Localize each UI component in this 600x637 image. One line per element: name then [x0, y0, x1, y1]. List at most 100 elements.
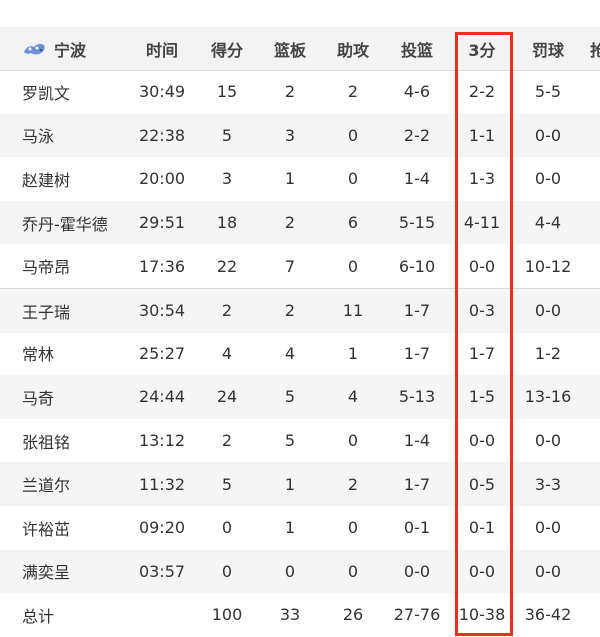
- stat-cell: 0: [221, 518, 233, 538]
- stat-cell: 1-3: [468, 169, 496, 189]
- stat-cell: 26: [342, 605, 364, 625]
- stat-cell: 2: [347, 474, 359, 494]
- column-header[interactable]: 时间: [145, 40, 178, 60]
- stat-cell: 1-7: [403, 474, 431, 494]
- stat-cell: 13-16: [524, 387, 572, 407]
- stat-cell: 1-7: [403, 301, 431, 321]
- stat-cell: 18: [216, 213, 238, 233]
- stat-cell: 1-4: [403, 431, 431, 451]
- stat-cell: 2-2: [403, 125, 431, 145]
- stat-cell: 22: [216, 256, 238, 276]
- table-row: 满奕呈 03:57 0 0 0 0-0 0-0 0-0: [0, 549, 600, 594]
- stat-cell: 33: [279, 605, 301, 625]
- stat-cell: 11:32: [138, 474, 186, 494]
- player-name[interactable]: 满奕呈: [22, 563, 71, 583]
- header-row: 宁波 时间 得分 篮板 助攻 投篮 3分 罚球 抢: [0, 27, 600, 71]
- stat-cell: 13:12: [138, 431, 186, 451]
- stat-cell: 1: [347, 343, 359, 363]
- stat-cell: 20:00: [138, 169, 186, 189]
- stat-cell: 24:44: [138, 387, 186, 407]
- stat-cell: 2: [221, 301, 233, 321]
- stat-cell: 0-0: [403, 561, 431, 581]
- player-name[interactable]: 王子瑞: [22, 302, 71, 322]
- table-row: 马帝昂 17:36 22 7 0 6-10 0-0 10-12: [0, 244, 600, 288]
- player-name[interactable]: 马泳: [22, 127, 55, 147]
- stat-cell: 0-0: [534, 301, 562, 321]
- table-row: 赵建树 20:00 3 1 0 1-4 1-3 0-0: [0, 157, 600, 201]
- column-header[interactable]: 篮板: [273, 40, 306, 60]
- stat-cell: 3: [284, 125, 296, 145]
- stat-cell: 0: [347, 169, 359, 189]
- stat-cell: 22:38: [138, 125, 186, 145]
- stat-cell: 4-6: [403, 82, 431, 102]
- stat-cell: 11: [342, 301, 364, 321]
- stat-cell: 2-2: [468, 82, 496, 102]
- stat-cell: 0: [284, 561, 296, 581]
- stat-cell: 0-0: [534, 561, 562, 581]
- stat-cell: 1-1: [468, 125, 496, 145]
- stat-cell: 7: [284, 256, 296, 276]
- stat-cell: 4: [284, 343, 296, 363]
- column-header[interactable]: 罚球: [531, 40, 564, 60]
- player-name[interactable]: 赵建树: [22, 170, 71, 190]
- stat-cell: 15: [216, 82, 238, 102]
- table-row: 马泳 22:38 5 3 0 2-2 1-1 0-0: [0, 113, 600, 158]
- stat-cell: 4-11: [463, 213, 501, 233]
- table-row: 乔丹-霍华德 29:51 18 2 6 5-15 4-11 4-4: [0, 200, 600, 245]
- stat-cell: 5: [221, 474, 233, 494]
- stat-cell: 10-12: [524, 256, 572, 276]
- column-header[interactable]: 得分: [210, 40, 243, 60]
- stat-cell: 2: [221, 431, 233, 451]
- stat-cell: 0-0: [534, 169, 562, 189]
- stat-cell: 36-42: [524, 605, 572, 625]
- table-row: 罗凯文 30:49 15 2 2 4-6 2-2 5-5: [0, 70, 600, 114]
- player-name[interactable]: 罗凯文: [22, 83, 71, 103]
- stat-cell: 09:20: [138, 518, 186, 538]
- stat-cell: 25:27: [138, 343, 186, 363]
- stat-cell: 2: [284, 301, 296, 321]
- stat-cell: 3-3: [534, 474, 562, 494]
- table-row: 许裕茁 09:20 0 1 0 0-1 0-1 0-0: [0, 506, 600, 550]
- stat-cell: 03:57: [138, 561, 186, 581]
- table-row: 马奇 24:44 24 5 4 5-13 1-5 13-16: [0, 375, 600, 419]
- table-row: 兰道尔 11:32 5 1 2 1-7 0-5 3-3: [0, 462, 600, 506]
- player-name[interactable]: 常林: [22, 345, 55, 365]
- stat-cell: 4: [221, 343, 233, 363]
- stat-cell: 0: [347, 518, 359, 538]
- stat-cell: 27-76: [393, 605, 441, 625]
- stat-cell: 0-5: [468, 474, 496, 494]
- ningbo-team-logo-icon: [24, 43, 45, 54]
- player-name[interactable]: 许裕茁: [22, 519, 71, 539]
- stat-cell: 29:51: [138, 213, 186, 233]
- stat-cell: 2: [284, 213, 296, 233]
- column-header[interactable]: 投篮: [400, 40, 433, 60]
- column-header[interactable]: 3分: [468, 40, 496, 60]
- stat-cell: 0-0: [534, 125, 562, 145]
- stat-cell: 0-0: [468, 561, 496, 581]
- stat-cell: 1: [284, 169, 296, 189]
- stat-cell: 0: [347, 125, 359, 145]
- stat-cell: 10-38: [458, 605, 506, 625]
- column-header[interactable]: 助攻: [336, 40, 369, 60]
- column-header[interactable]: 抢: [589, 40, 600, 60]
- stat-cell: 6-10: [398, 256, 436, 276]
- stat-cell: 2: [347, 82, 359, 102]
- player-name[interactable]: 马帝昂: [22, 258, 71, 278]
- player-name[interactable]: 马奇: [22, 388, 55, 408]
- stat-cell: 0: [221, 561, 233, 581]
- stat-cell: 17:36: [138, 256, 186, 276]
- player-name[interactable]: 兰道尔: [22, 476, 71, 496]
- stat-cell: 1: [284, 518, 296, 538]
- stat-cell: 2: [284, 82, 296, 102]
- stat-cell: 5-15: [398, 213, 436, 233]
- player-name[interactable]: 张祖铭: [22, 432, 71, 452]
- stat-cell: 0-0: [534, 431, 562, 451]
- stat-cell: 30:49: [138, 82, 186, 102]
- stat-cell: 1: [284, 474, 296, 494]
- stat-cell: 0-1: [403, 518, 431, 538]
- table-row: 张祖铭 13:12 2 5 0 1-4 0-0 0-0: [0, 419, 600, 463]
- stat-cell: 0: [347, 561, 359, 581]
- stat-cell: 1-7: [403, 343, 431, 363]
- player-name[interactable]: 乔丹-霍华德: [22, 214, 108, 234]
- stat-cell: 0-0: [468, 256, 496, 276]
